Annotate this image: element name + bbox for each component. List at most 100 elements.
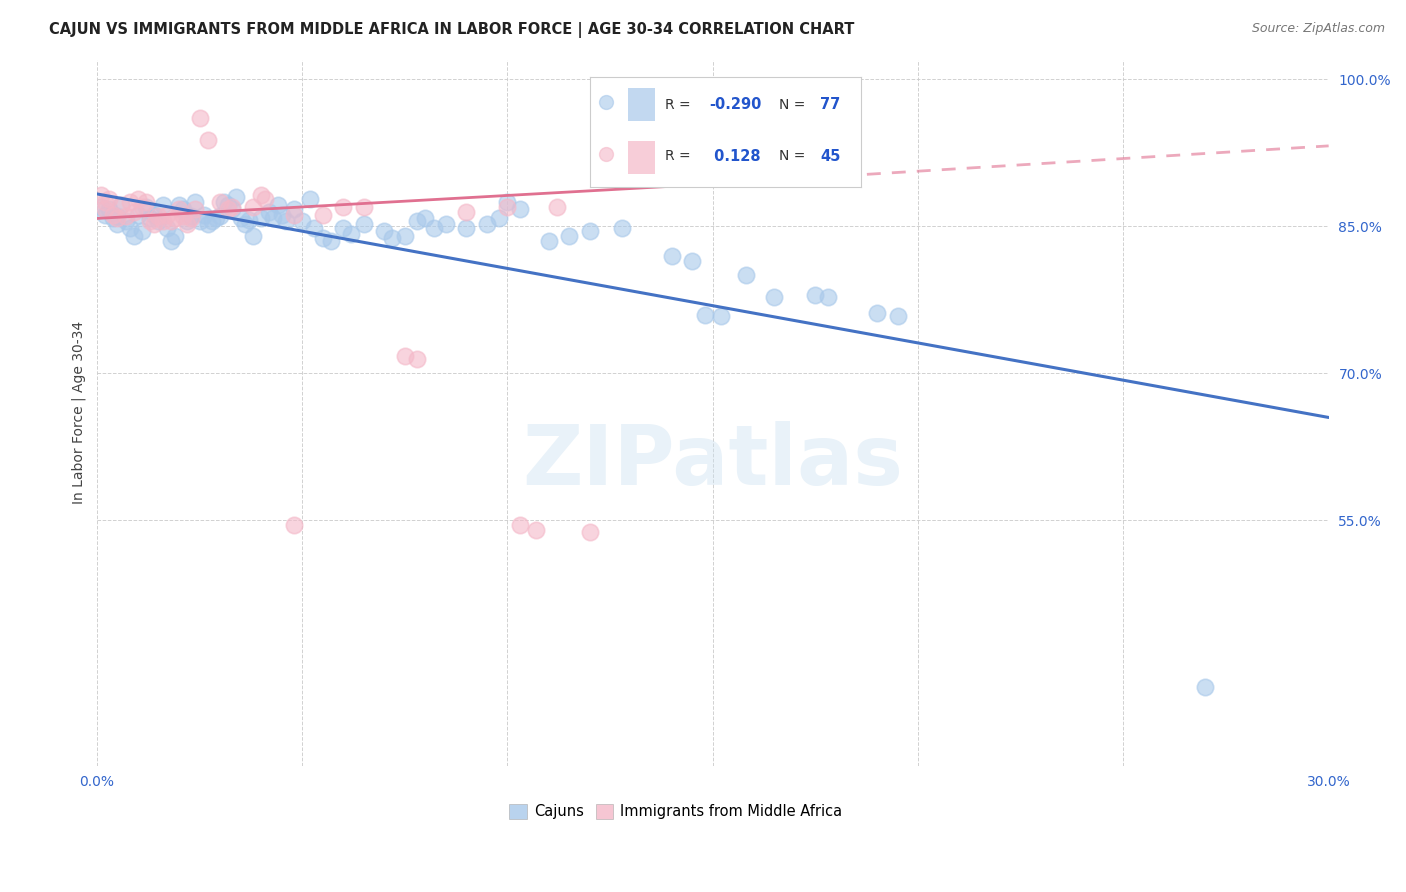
Point [110,197,132,211]
Point [148,214,170,228]
Point [340,227,363,241]
Point [763,290,786,304]
Point [394,349,416,363]
Point [475,217,498,231]
Point [496,194,519,209]
Point [90,187,112,202]
Point [804,288,827,302]
Point [110,197,132,211]
Point [242,200,264,214]
Point [373,224,395,238]
Point [163,229,186,244]
Point [172,210,194,224]
Point [262,211,284,226]
Point [274,214,297,228]
Point [152,197,174,211]
Point [103,207,125,221]
Legend: Cajuns, Immigrants from Middle Africa: Cajuns, Immigrants from Middle Africa [503,798,848,825]
Point [152,214,174,228]
Point [620,112,643,126]
Point [233,217,256,231]
Point [250,187,273,202]
Point [139,214,162,228]
Point [488,211,510,226]
Point [693,308,716,322]
Point [242,229,264,244]
Point [254,192,277,206]
Point [524,523,547,537]
Point [217,197,239,211]
Point [353,217,375,231]
Point [612,221,634,235]
Point [118,221,141,235]
Point [114,210,136,224]
Point [509,518,531,533]
Point [139,211,162,226]
Point [217,202,239,216]
Point [90,200,112,214]
Point [184,202,207,216]
Point [283,202,305,216]
Point [578,224,600,238]
Point [201,214,224,228]
Point [159,234,181,248]
Point [299,192,322,206]
Point [886,310,908,324]
Point [94,194,117,209]
Point [456,204,478,219]
Point [221,200,243,214]
Point [661,249,683,263]
Point [332,221,354,235]
Point [156,221,179,235]
Point [184,194,207,209]
Point [817,290,839,304]
Point [259,204,281,219]
Point [208,210,231,224]
Point [135,200,157,214]
Point [734,268,756,283]
Point [353,200,375,214]
Point [143,207,166,221]
Point [406,351,429,366]
Point [131,200,153,214]
Point [312,231,335,245]
Point [456,221,478,235]
Point [208,194,231,209]
Point [283,518,305,533]
Point [546,200,568,214]
Point [558,229,581,244]
Point [159,214,181,228]
Point [103,211,125,226]
Point [131,224,153,238]
Point [94,207,117,221]
Point [283,207,305,221]
Point [188,214,211,228]
Point [229,211,252,226]
Point [415,211,437,226]
Point [205,211,228,226]
Point [681,253,703,268]
Point [537,234,560,248]
Point [143,217,166,231]
Point [127,207,149,221]
Point [197,217,219,231]
Point [496,200,519,214]
Point [578,525,600,540]
Point [394,229,416,244]
Point [509,202,531,216]
Point [105,217,128,231]
Point [238,213,260,227]
Point [127,192,149,206]
Point [114,214,136,228]
Point [188,112,211,126]
Point [221,202,243,216]
Point [422,221,444,235]
Point [631,106,654,120]
Point [135,194,157,209]
Point [156,207,179,221]
Point [122,204,145,219]
Point [176,217,198,231]
Point [266,197,288,211]
Point [291,214,314,228]
Point [304,221,326,235]
